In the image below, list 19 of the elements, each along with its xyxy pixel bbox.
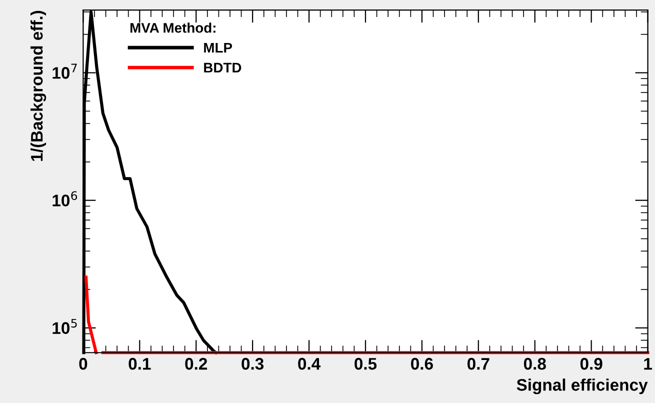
x-tick-label: 0.9 [580,358,602,370]
legend-label: BDTD [204,62,242,72]
x-tick-label: 0.3 [242,358,264,370]
x-tick-label: 0 [79,358,88,370]
legend-title: MVA Method: [130,22,216,33]
x-tick-label: 0.1 [128,358,151,370]
x-tick-label: 0.5 [354,358,377,370]
y-axis-title: 1/(Background eff.) [30,10,46,161]
y-tick-label: 10$^{7}$ [52,64,77,79]
x-tick-label: 0.7 [467,358,490,370]
y-tick-label: 10$^{6}$ [52,191,78,206]
x-tick-label: 1 [644,358,652,370]
x-tick-label: 0.8 [524,358,546,370]
x-tick-label: 0.2 [185,358,208,370]
legend-label: MLP [204,42,232,53]
x-tick-label: 0.4 [298,358,321,370]
y-tick-label: 10$^{5}$ [52,318,77,334]
x-tick-label: 0.6 [411,358,433,370]
x-axis-title: Signal efficiency [516,378,648,394]
